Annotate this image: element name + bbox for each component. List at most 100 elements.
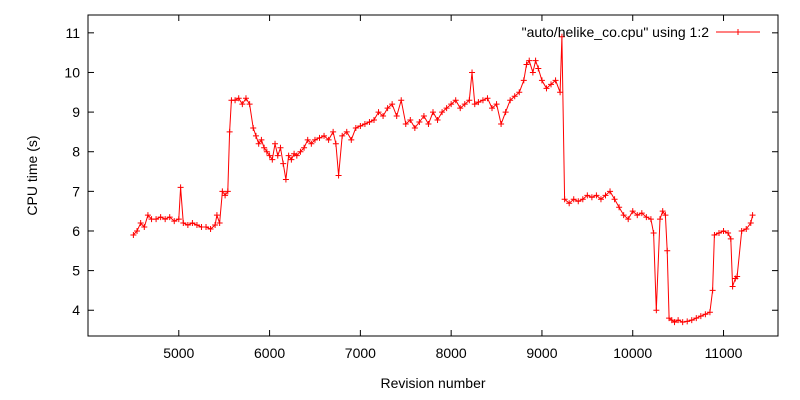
data-point-marker: [479, 97, 486, 104]
data-point-marker: [664, 247, 671, 254]
x-axis-label: Revision number: [380, 375, 485, 391]
data-point-marker: [548, 81, 555, 88]
data-point-marker: [475, 99, 482, 106]
data-point-marker: [213, 212, 220, 219]
data-point-marker: [543, 85, 550, 92]
legend: "auto/helike_co.cpu" using 1:2: [522, 24, 760, 40]
data-point-marker: [616, 204, 623, 211]
x-tick-label: 6000: [254, 345, 285, 361]
data-point-marker: [255, 140, 262, 147]
data-point-marker: [177, 184, 184, 191]
data-point-marker: [647, 216, 654, 223]
data-point-marker: [258, 136, 265, 143]
data-point-marker: [332, 140, 339, 147]
data-point-marker: [370, 117, 377, 124]
data-point-marker: [389, 101, 396, 108]
data-point-marker: [607, 188, 614, 195]
data-point-marker: [222, 192, 229, 199]
series-group: [130, 33, 756, 326]
data-point-marker: [250, 124, 257, 131]
y-tick-label: 8: [72, 144, 80, 160]
data-point-marker: [398, 97, 405, 104]
data-point-marker: [189, 220, 196, 227]
data-point-marker: [184, 222, 191, 229]
x-tick-label: 5000: [163, 345, 194, 361]
data-point-marker: [252, 132, 259, 139]
data-point-marker: [212, 222, 219, 229]
data-point-marker: [466, 97, 473, 104]
data-point-marker: [588, 194, 595, 201]
data-point-marker: [246, 101, 253, 108]
data-point-marker: [557, 89, 564, 96]
data-point-marker: [239, 101, 246, 108]
data-point-marker: [137, 220, 144, 227]
data-point-marker: [749, 212, 756, 219]
y-axis-label: CPU time (s): [24, 135, 40, 215]
data-point-marker: [520, 77, 527, 84]
data-point-marker: [393, 113, 400, 120]
data-point-marker: [448, 101, 455, 108]
data-point-marker: [130, 231, 137, 238]
data-point-marker: [232, 97, 239, 104]
series-line: [133, 36, 754, 323]
data-point-marker: [330, 128, 337, 135]
data-point-marker: [688, 317, 695, 324]
y-tick-label: 6: [72, 223, 80, 239]
data-point-marker: [343, 128, 350, 135]
y-tick-label: 7: [72, 183, 80, 199]
data-point-marker: [725, 229, 732, 236]
data-point-marker: [538, 77, 545, 84]
x-tick-label: 11000: [705, 345, 743, 361]
data-point-marker: [653, 307, 660, 314]
data-point-marker: [321, 132, 328, 139]
data-point-marker: [219, 188, 226, 195]
data-point-marker: [175, 216, 182, 223]
data-point-marker: [671, 319, 678, 326]
data-point-marker: [301, 144, 308, 151]
data-point-marker: [634, 212, 641, 219]
data-point-marker: [162, 216, 169, 223]
data-point-marker: [274, 152, 281, 159]
data-point-marker: [226, 128, 233, 135]
data-point-marker: [747, 220, 754, 227]
data-point-marker: [643, 214, 650, 221]
data-point-marker: [425, 120, 432, 127]
data-point-marker: [361, 120, 368, 127]
data-point-marker: [144, 212, 151, 219]
data-point-marker: [743, 226, 750, 232]
data-point-marker: [430, 109, 436, 116]
data-point-marker: [266, 152, 273, 159]
data-point-marker: [566, 200, 573, 207]
data-point-marker: [709, 287, 716, 294]
data-point-marker: [729, 283, 736, 290]
data-point-marker: [207, 226, 214, 232]
data-point-marker: [529, 69, 536, 76]
data-point-marker: [684, 318, 691, 325]
data-point-marker: [558, 33, 565, 40]
legend-marker: [735, 29, 741, 35]
data-point-marker: [532, 57, 539, 64]
data-point-marker: [516, 89, 523, 96]
data-point-marker: [384, 105, 391, 112]
data-point-marker: [402, 120, 409, 127]
data-point-marker: [269, 156, 276, 163]
data-point-marker: [339, 132, 346, 139]
data-point-marker: [570, 196, 577, 203]
data-point-marker: [693, 315, 700, 322]
data-point-marker: [625, 216, 632, 223]
legend-label: "auto/helike_co.cpu" using 1:2: [522, 24, 710, 40]
data-point-marker: [157, 214, 164, 221]
data-point-marker: [702, 311, 709, 318]
data-point-marker: [679, 319, 686, 326]
data-point-marker: [420, 113, 427, 120]
data-point-marker: [357, 122, 364, 129]
data-point-marker: [602, 192, 609, 199]
data-point-marker: [297, 148, 304, 155]
data-point-marker: [272, 140, 279, 147]
data-point-marker: [469, 69, 476, 76]
data-point-marker: [659, 208, 666, 215]
data-point-marker: [285, 152, 292, 159]
data-point-marker: [407, 117, 414, 124]
data-point-marker: [461, 101, 468, 108]
